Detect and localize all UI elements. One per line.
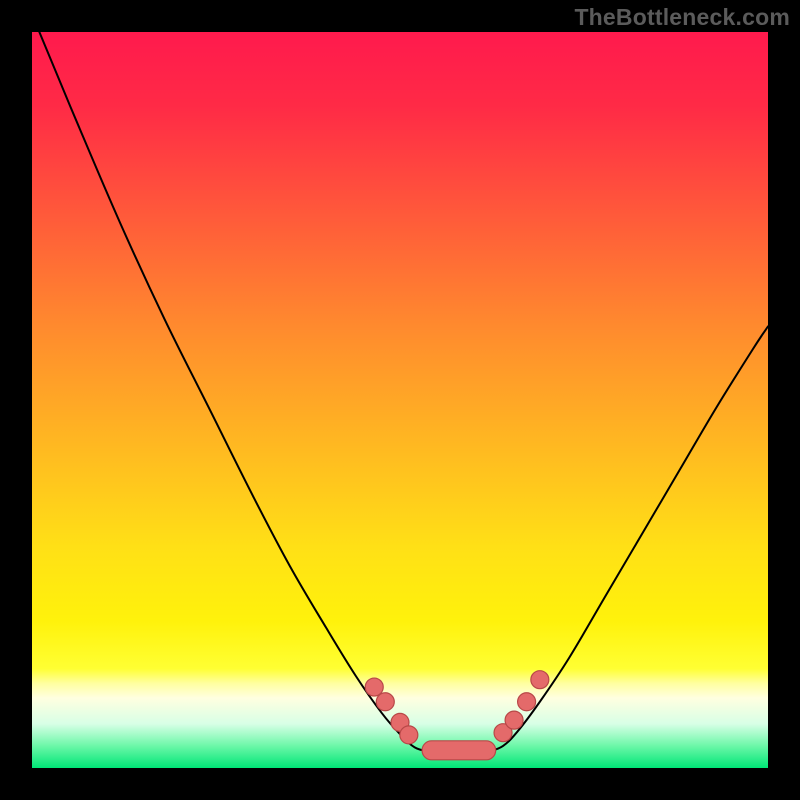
marker-right-2 bbox=[518, 693, 536, 711]
chart-canvas: TheBottleneck.com bbox=[0, 0, 800, 800]
plot-area bbox=[32, 32, 768, 768]
chart-svg bbox=[32, 32, 768, 768]
marker-left-0 bbox=[365, 678, 383, 696]
marker-right-1 bbox=[505, 711, 523, 729]
marker-left-1 bbox=[376, 693, 394, 711]
marker-left-3 bbox=[400, 726, 418, 744]
bottom-pill bbox=[422, 741, 496, 760]
watermark-text: TheBottleneck.com bbox=[574, 4, 790, 31]
marker-right-3 bbox=[531, 671, 549, 689]
